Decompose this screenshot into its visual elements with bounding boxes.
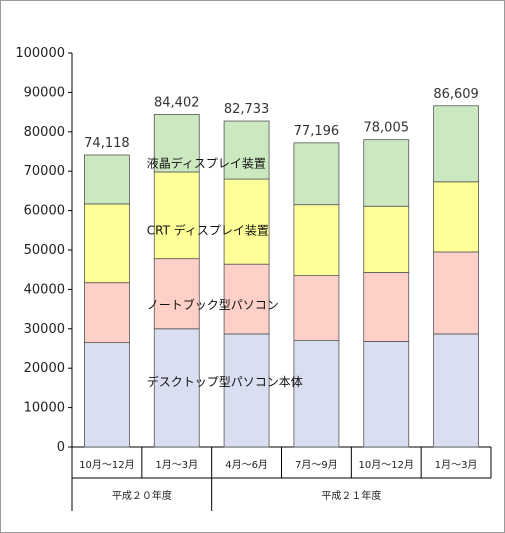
labels: 平成２０年度 平成２１年度 10月～12月 74,118 1月～3月 84,402 4月～6… [79,87,479,502]
group-label: 平成２０年度 [112,489,172,502]
y-tick-label: 90000 [24,85,65,100]
category-label: 10月～12月 [79,459,134,471]
bar-segment [293,142,340,206]
bar-segment [153,258,200,330]
group-label: 平成２１年度 [321,489,381,502]
y-tick-label: 70000 [24,164,65,179]
total-label: 77,196 [294,124,340,139]
series-label: CRT ディスプレイ装置 [147,222,269,237]
bars [84,105,479,448]
y-tick-label: 20000 [24,361,65,376]
bar-segment [153,114,200,173]
bar-segment [433,251,479,335]
category-label: 4月～6月 [225,459,268,471]
bar-segment [223,178,270,265]
bar-segment [363,205,410,273]
series-label: ノートブック型パソコン [147,297,279,312]
category-label: 1月～3月 [435,459,478,471]
bar-segment [293,275,340,342]
bar-segment [153,328,200,448]
bar-segment [84,154,130,205]
axes: 0 10000 20000 30000 40000 50000 60000 70000 8000… [15,46,492,511]
y-tick-label: 30000 [24,322,65,337]
y-tick-label: 0 [57,440,65,455]
category-label: 1月～3月 [155,459,198,471]
bar-segment [433,105,479,183]
category-label: 7月～9月 [295,459,338,471]
bar-segment [293,204,340,277]
y-tick-label: 50000 [24,243,65,258]
y-tick-label: 80000 [24,125,65,140]
bar-segment [363,341,410,448]
total-label: 82,733 [224,102,270,117]
y-tick-label: 60000 [24,204,65,219]
bar-segment [363,272,410,342]
bar-segment [84,282,130,343]
bar-segment [433,333,479,448]
bar-segment [433,181,479,253]
bar-segment [153,171,200,260]
y-tick-label: 10000 [24,401,65,416]
category-label: 10月～12月 [359,459,414,471]
total-label: 84,402 [154,95,200,110]
total-label: 86,609 [433,87,479,102]
bar-segment [223,120,270,180]
bar-segment [223,333,270,448]
bar-segment [293,340,340,448]
series-label: デスクトップ型パソコン本体 [147,374,303,389]
y-tick-label: 40000 [24,282,65,297]
series-label: 液晶ディスプレイ装置 [147,155,266,170]
total-label: 78,005 [364,121,410,136]
y-tick-label: 100000 [15,46,65,61]
bar-segment [363,139,410,207]
bar-segment [84,342,130,448]
bar-segment [84,203,130,284]
total-label: 74,118 [84,136,130,151]
